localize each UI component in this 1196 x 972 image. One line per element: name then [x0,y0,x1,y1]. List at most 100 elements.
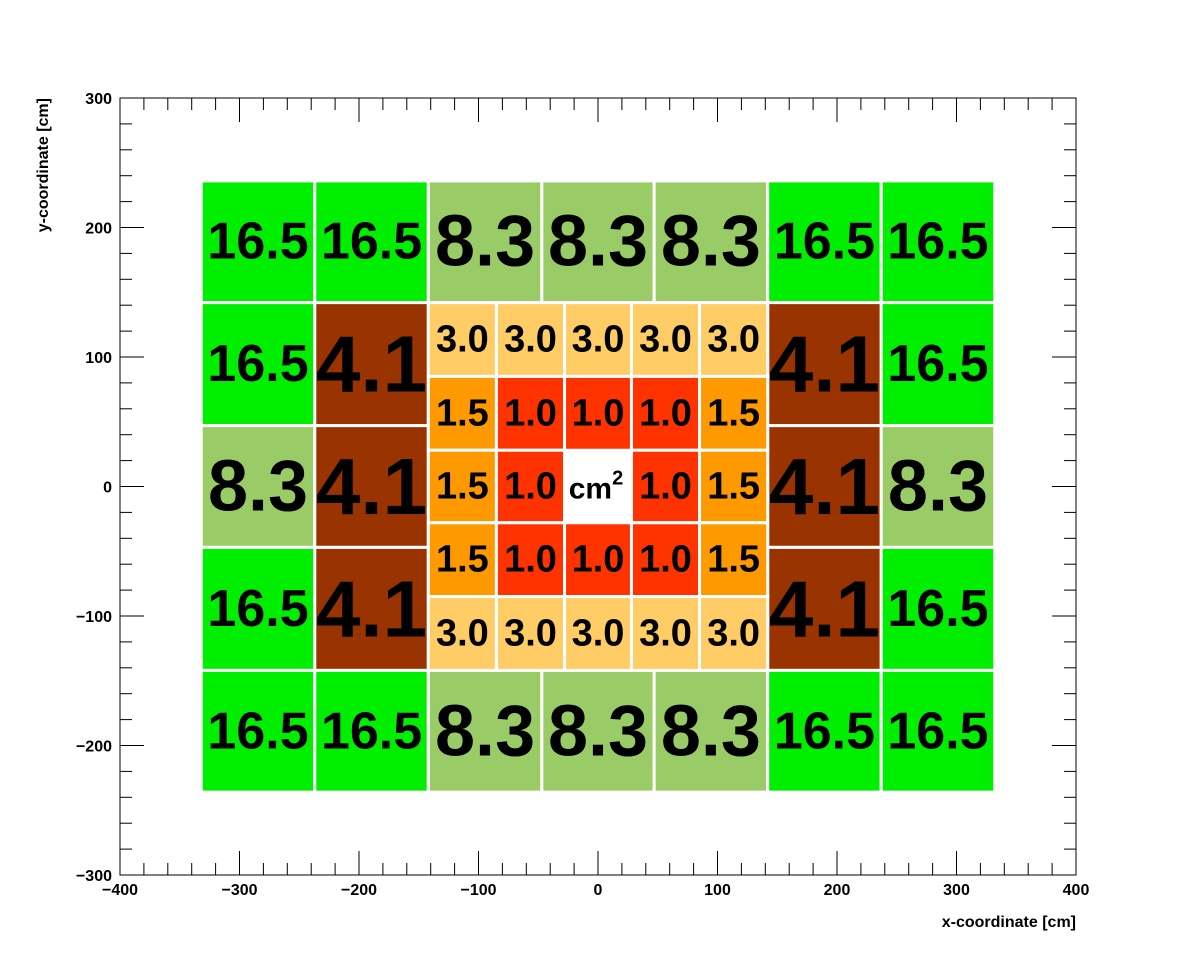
heatmap-cell: 16.5 [879,668,997,794]
cell-value-label: 1.0 [639,392,692,434]
cell-value-label: 8.3 [548,202,648,282]
heatmap-cell: 8.3 [540,179,656,305]
cell-value-label: 4.1 [316,564,427,653]
cell-rect [563,521,633,599]
heatmap-cell: 1.5 [426,448,498,525]
x-tick-label: 100 [704,882,731,899]
heatmap-cell: 3.0 [494,301,567,378]
cell-rect [698,374,770,452]
heatmap-cell: 4.1 [313,424,430,549]
cell-value-label: 8.3 [661,691,761,771]
cell-value-label: 3.0 [572,319,625,361]
cell-value-label: 16.5 [774,702,875,760]
cell-rect [698,448,770,525]
x-tick-label: −200 [341,882,377,899]
x-tick-label: 0 [594,882,603,899]
cell-value-label: 4.1 [769,320,880,409]
center-unit-label: cm2 [569,468,623,506]
y-tick-label: 200 [85,221,112,238]
cell-rect [313,668,430,794]
x-tick-label: 200 [824,882,851,899]
heatmap-cell: 3.0 [426,595,498,672]
heatmap-cell: 8.3 [879,424,997,549]
center-unit-superscript: 2 [612,468,623,490]
x-tick-label: −400 [102,882,138,899]
heatmap-cell: 3.0 [563,301,633,378]
cell-value-label: 4.1 [316,442,427,531]
cells-layer: 16.5 16.5 8.3 8.3 8.3 16.5 16.516.5 4.1 4.1 16.58… [199,179,997,794]
cell-rect [766,424,883,549]
heatmap-cell: 8.3 [540,668,656,794]
cell-value-label: 1.5 [436,392,489,434]
cell-value-label: 1.5 [707,392,760,434]
cell-value-label: 8.3 [888,447,988,527]
cell-value-label: 1.0 [639,539,692,581]
heatmap-cell: 16.5 [313,179,430,305]
cell-rect [563,595,633,672]
center-unit-text: cm [569,472,612,505]
cell-value-label: 8.3 [435,202,535,282]
heatmap-cell: 1.0 [494,521,567,599]
heatmap-cell: 8.3 [199,424,317,549]
heatmap-cell: 3.0 [698,595,770,672]
heatmap-cell: 1.0 [629,374,702,452]
heatmap-cell: 3.0 [629,301,702,378]
cell-value-label: 3.0 [707,319,760,361]
cell-value-label: 3.0 [572,612,625,654]
cell-value-label: 8.3 [208,447,308,527]
cell-value-label: 16.5 [321,702,422,760]
cell-value-label: 3.0 [436,612,489,654]
cell-value-label: 4.1 [769,442,880,531]
cell-value-label: 4.1 [769,564,880,653]
cell-rect [313,545,430,672]
cell-rect [426,668,544,794]
heatmap-cell: 3.0 [698,301,770,378]
cell-rect [426,179,544,305]
cell-rect [199,301,317,428]
heatmap-cell: 16.5 [766,668,883,794]
heatmap-cell: 1.0 [563,374,633,452]
cell-value-label: 4.1 [316,320,427,409]
cell-rect [629,521,702,599]
cell-value-label: 1.5 [436,466,489,508]
x-tick-label: −100 [460,882,496,899]
heatmap-cell: 4.1 [313,301,430,428]
heatmap-cell: 16.5 [879,179,997,305]
heatmap-cell: 1.5 [698,374,770,452]
heatmap-cell: 4.1 [766,301,883,428]
cell-value-label: 8.3 [548,691,648,771]
cell-value-label: 1.5 [436,539,489,581]
center-cell [564,450,632,523]
heatmap-cell: 3.0 [629,595,702,672]
x-tick-label: −300 [221,882,257,899]
cell-value-label: 1.0 [639,466,692,508]
axis-ticks: −400 −300 −200 −100 0 100 200 300 400−300−200−10… [76,91,1089,899]
heatmap-cell: 16.5 [766,179,883,305]
cell-value-label: 8.3 [435,691,535,771]
y-tick-label: 100 [85,350,112,367]
cell-value-label: 3.0 [504,612,557,654]
cell-rect [879,424,997,549]
cell-value-label: 16.5 [207,213,308,271]
y-tick-label: −200 [76,739,112,756]
heatmap-cell: 16.5 [313,668,430,794]
cell-rect [313,179,430,305]
cell-value-label: 16.5 [887,580,988,638]
heatmap-cell: 16.5 [199,179,317,305]
heatmap-cell: 3.0 [494,595,567,672]
cell-value-label: 3.0 [504,319,557,361]
x-axis-title: x-coordinate [cm] [942,914,1076,931]
heatmap-cell: 1.0 [494,448,567,525]
heatmap-cell: 16.5 [199,301,317,428]
heatmap-cell: 16.5 [199,545,317,672]
cell-value-label: 16.5 [887,702,988,760]
heatmap-cell: 1.0 [629,521,702,599]
heatmap-cell: 1.0 [563,521,633,599]
cell-value-label: 8.3 [661,202,761,282]
cell-value-label: 3.0 [639,612,692,654]
cell-rect [879,668,997,794]
heatmap-cell: 8.3 [426,179,544,305]
cell-rect [652,668,770,794]
cell-value-label: 16.5 [321,213,422,271]
